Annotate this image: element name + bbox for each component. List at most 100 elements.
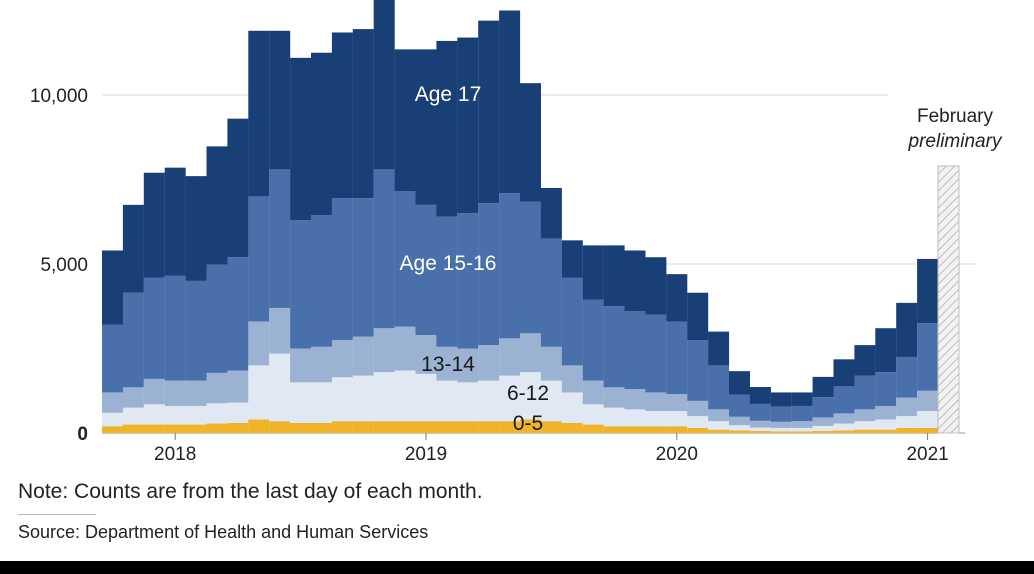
bar-segment — [311, 214, 332, 347]
bar-segment — [248, 196, 270, 322]
bar-segment — [520, 201, 541, 334]
bar-segment — [415, 49, 437, 205]
bar-segment — [561, 392, 583, 423]
bar-segment — [687, 400, 709, 417]
bar-segment — [645, 257, 667, 315]
bar-segment — [331, 198, 353, 341]
bar-segment — [582, 299, 604, 381]
bar-segment — [833, 430, 855, 433]
bar-segment — [143, 172, 165, 278]
bar-segment — [520, 419, 541, 433]
bar-segment — [122, 387, 144, 408]
bar-segment — [770, 427, 792, 432]
bar-segment — [917, 390, 939, 412]
bar-segment — [812, 397, 834, 418]
bar-segment — [812, 430, 834, 433]
bar-segment — [478, 421, 500, 433]
bar-segment — [143, 378, 165, 405]
bar-segment — [582, 380, 604, 405]
bar-segment — [290, 382, 312, 423]
bar-segment — [666, 426, 688, 433]
bar-segment — [290, 220, 312, 349]
bar-segment — [540, 421, 562, 433]
bar-segment — [729, 425, 750, 431]
bar-segment — [122, 424, 144, 433]
bar-segment — [896, 356, 918, 398]
bar-segment — [833, 359, 855, 387]
bar-segment — [415, 334, 437, 374]
chart-note: Note: Counts are from the last day of ea… — [18, 480, 483, 503]
bar-segment — [102, 324, 123, 393]
bar-segment — [896, 302, 918, 357]
bar-segment — [520, 372, 541, 420]
bar-segment — [269, 421, 291, 433]
bar-segment — [457, 37, 479, 214]
bar-segment — [749, 387, 771, 404]
bar-segment — [875, 429, 897, 433]
bar-segment — [352, 198, 374, 337]
bar-segment — [394, 421, 416, 433]
bar-segment — [331, 377, 353, 422]
bar-segment — [185, 424, 207, 433]
bar-segment — [102, 392, 123, 413]
bar-segment — [311, 346, 332, 383]
bar-segment — [791, 405, 813, 422]
bar-segment — [436, 40, 458, 217]
bar-segment — [645, 314, 667, 393]
bar-segment — [248, 365, 270, 420]
bar-segment — [478, 20, 500, 204]
y-tick-label: 5,000 — [40, 255, 88, 276]
bar-segment — [143, 277, 165, 379]
annotation-february: February — [917, 106, 994, 127]
bar-segment — [854, 429, 876, 433]
bar-segment — [436, 216, 458, 347]
bar-segment — [331, 340, 353, 378]
bar-segment — [206, 264, 228, 373]
bar-segment — [854, 409, 876, 422]
bar-segment — [499, 10, 521, 194]
bar-segment — [645, 426, 667, 433]
bar-segment — [122, 407, 144, 425]
x-tick-label: 2020 — [656, 444, 698, 465]
bar-segment — [122, 204, 144, 293]
bar-segment — [478, 380, 500, 422]
bar-segment — [917, 323, 939, 391]
bar-segment — [185, 280, 207, 381]
bar-segment — [561, 277, 583, 366]
bar-segment — [373, 421, 395, 433]
bar-segment — [311, 382, 332, 423]
bar-segment — [791, 392, 813, 406]
bar-segment — [499, 193, 521, 339]
bar-segment — [854, 375, 876, 410]
bar-segment — [708, 429, 730, 433]
bar-segment — [227, 118, 249, 258]
bar-segment — [917, 258, 939, 324]
bar-segment — [540, 187, 562, 239]
x-tick-label: 2021 — [906, 444, 948, 465]
bar-segment — [206, 403, 228, 424]
bar-segment — [666, 274, 688, 322]
bar-segment — [833, 423, 855, 431]
bar-segment — [415, 204, 437, 335]
bar-segment — [729, 371, 750, 395]
bar-segment — [854, 345, 876, 376]
bar-segment — [227, 402, 249, 423]
bar-segment — [708, 365, 730, 410]
bar-segment — [791, 427, 813, 432]
bar-segment — [394, 49, 416, 192]
bar-segment — [206, 423, 228, 433]
bar-segment — [436, 346, 458, 381]
bar-segment — [624, 409, 646, 427]
bar-segment — [603, 426, 625, 433]
bar-segment — [290, 57, 312, 221]
bar-segment — [478, 345, 500, 381]
bar-segment — [206, 372, 228, 404]
bar-segment — [603, 306, 625, 388]
bar-segment — [269, 30, 291, 170]
bar-segment — [164, 380, 186, 406]
bar-segment — [164, 275, 186, 381]
bar-segment — [812, 376, 834, 398]
bar-segment — [896, 416, 918, 428]
bar-segment — [269, 353, 291, 422]
bar-segment — [749, 427, 771, 431]
